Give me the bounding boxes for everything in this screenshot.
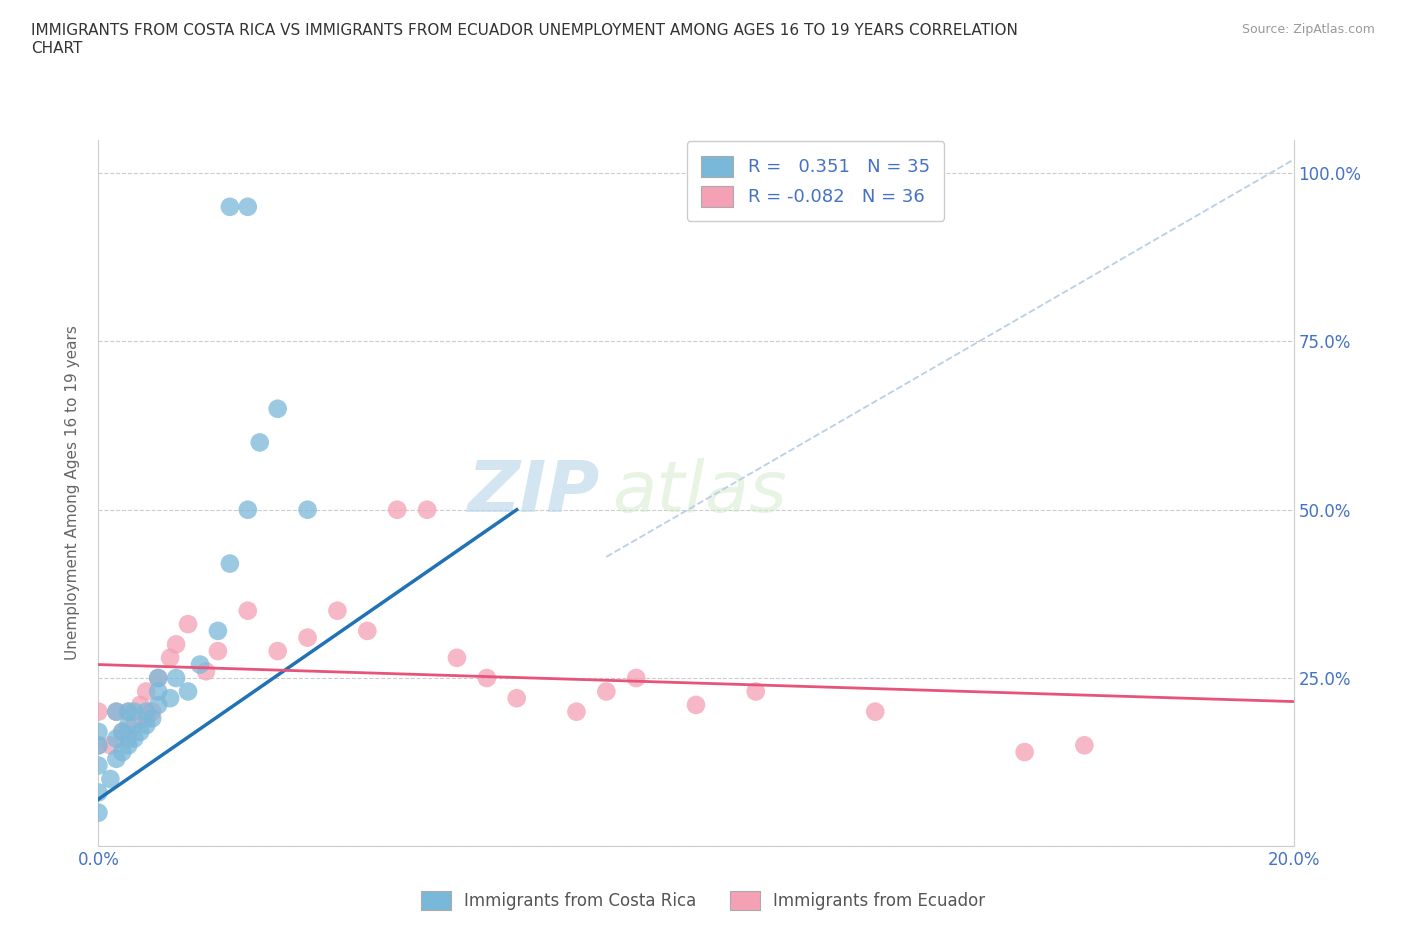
Point (129, 698, 152, 712)
Point (117, 731, 139, 746)
Point (141, 704, 163, 719)
Point (219, 199, 242, 214)
Point (745, 684, 768, 699)
Point (87, 805, 110, 820)
Point (297, 502, 319, 517)
Point (117, 704, 139, 719)
Point (188, 658, 211, 672)
Point (117, 737, 139, 752)
Point (124, 718, 146, 733)
Point (446, 650, 468, 665)
Point (297, 631, 319, 645)
Point (124, 704, 146, 719)
Point (148, 684, 170, 699)
Point (207, 644, 229, 658)
Text: Source: ZipAtlas.com: Source: ZipAtlas.com (1241, 23, 1375, 36)
Point (135, 711, 157, 725)
Point (148, 671, 170, 685)
Point (475, 671, 498, 685)
Point (87, 758, 110, 773)
Point (105, 704, 128, 719)
Point (565, 704, 588, 719)
Point (98, 737, 122, 752)
Point (87, 785, 110, 800)
Point (177, 617, 200, 631)
Point (219, 556, 242, 571)
Text: IMMIGRANTS FROM COSTA RICA VS IMMIGRANTS FROM ECUADOR UNEMPLOYMENT AMONG AGES 16: IMMIGRANTS FROM COSTA RICA VS IMMIGRANTS… (31, 23, 1018, 56)
Point (105, 731, 128, 746)
Legend: Immigrants from Costa Rica, Immigrants from Ecuador: Immigrants from Costa Rica, Immigrants f… (415, 884, 991, 917)
Point (87, 737, 110, 752)
Point (111, 724, 134, 739)
Point (416, 502, 439, 517)
Point (1014, 745, 1036, 760)
Point (685, 698, 707, 712)
Point (267, 402, 290, 417)
Point (356, 623, 378, 638)
Point (148, 671, 170, 685)
Point (105, 751, 128, 766)
Point (87, 737, 110, 752)
Legend: R =   0.351   N = 35, R = -0.082   N = 36: R = 0.351 N = 35, R = -0.082 N = 36 (686, 141, 945, 221)
Text: ZIP: ZIP (468, 458, 600, 527)
Point (595, 684, 617, 699)
Point (249, 435, 271, 450)
Point (1073, 737, 1095, 752)
Point (87, 724, 110, 739)
Point (117, 718, 139, 733)
Point (195, 664, 218, 679)
Point (124, 731, 146, 746)
Point (236, 604, 259, 618)
Point (87, 704, 110, 719)
Point (98, 772, 122, 787)
Y-axis label: Unemployment Among Ages 16 to 19 years: Unemployment Among Ages 16 to 19 years (65, 326, 80, 660)
Point (267, 644, 290, 658)
Point (135, 718, 157, 733)
Point (165, 637, 187, 652)
Point (165, 671, 187, 685)
Point (865, 704, 887, 719)
Point (385, 502, 409, 517)
Point (207, 623, 229, 638)
Point (105, 704, 128, 719)
Point (135, 684, 157, 699)
Point (159, 650, 181, 665)
Point (148, 698, 170, 712)
Point (111, 724, 134, 739)
Point (117, 704, 139, 719)
Point (111, 745, 134, 760)
Point (177, 684, 200, 699)
Point (135, 704, 157, 719)
Point (506, 691, 529, 706)
Point (326, 604, 349, 618)
Point (129, 724, 152, 739)
Point (141, 711, 163, 725)
Text: atlas: atlas (613, 458, 787, 527)
Point (159, 691, 181, 706)
Point (236, 502, 259, 517)
Point (626, 671, 648, 685)
Point (236, 199, 259, 214)
